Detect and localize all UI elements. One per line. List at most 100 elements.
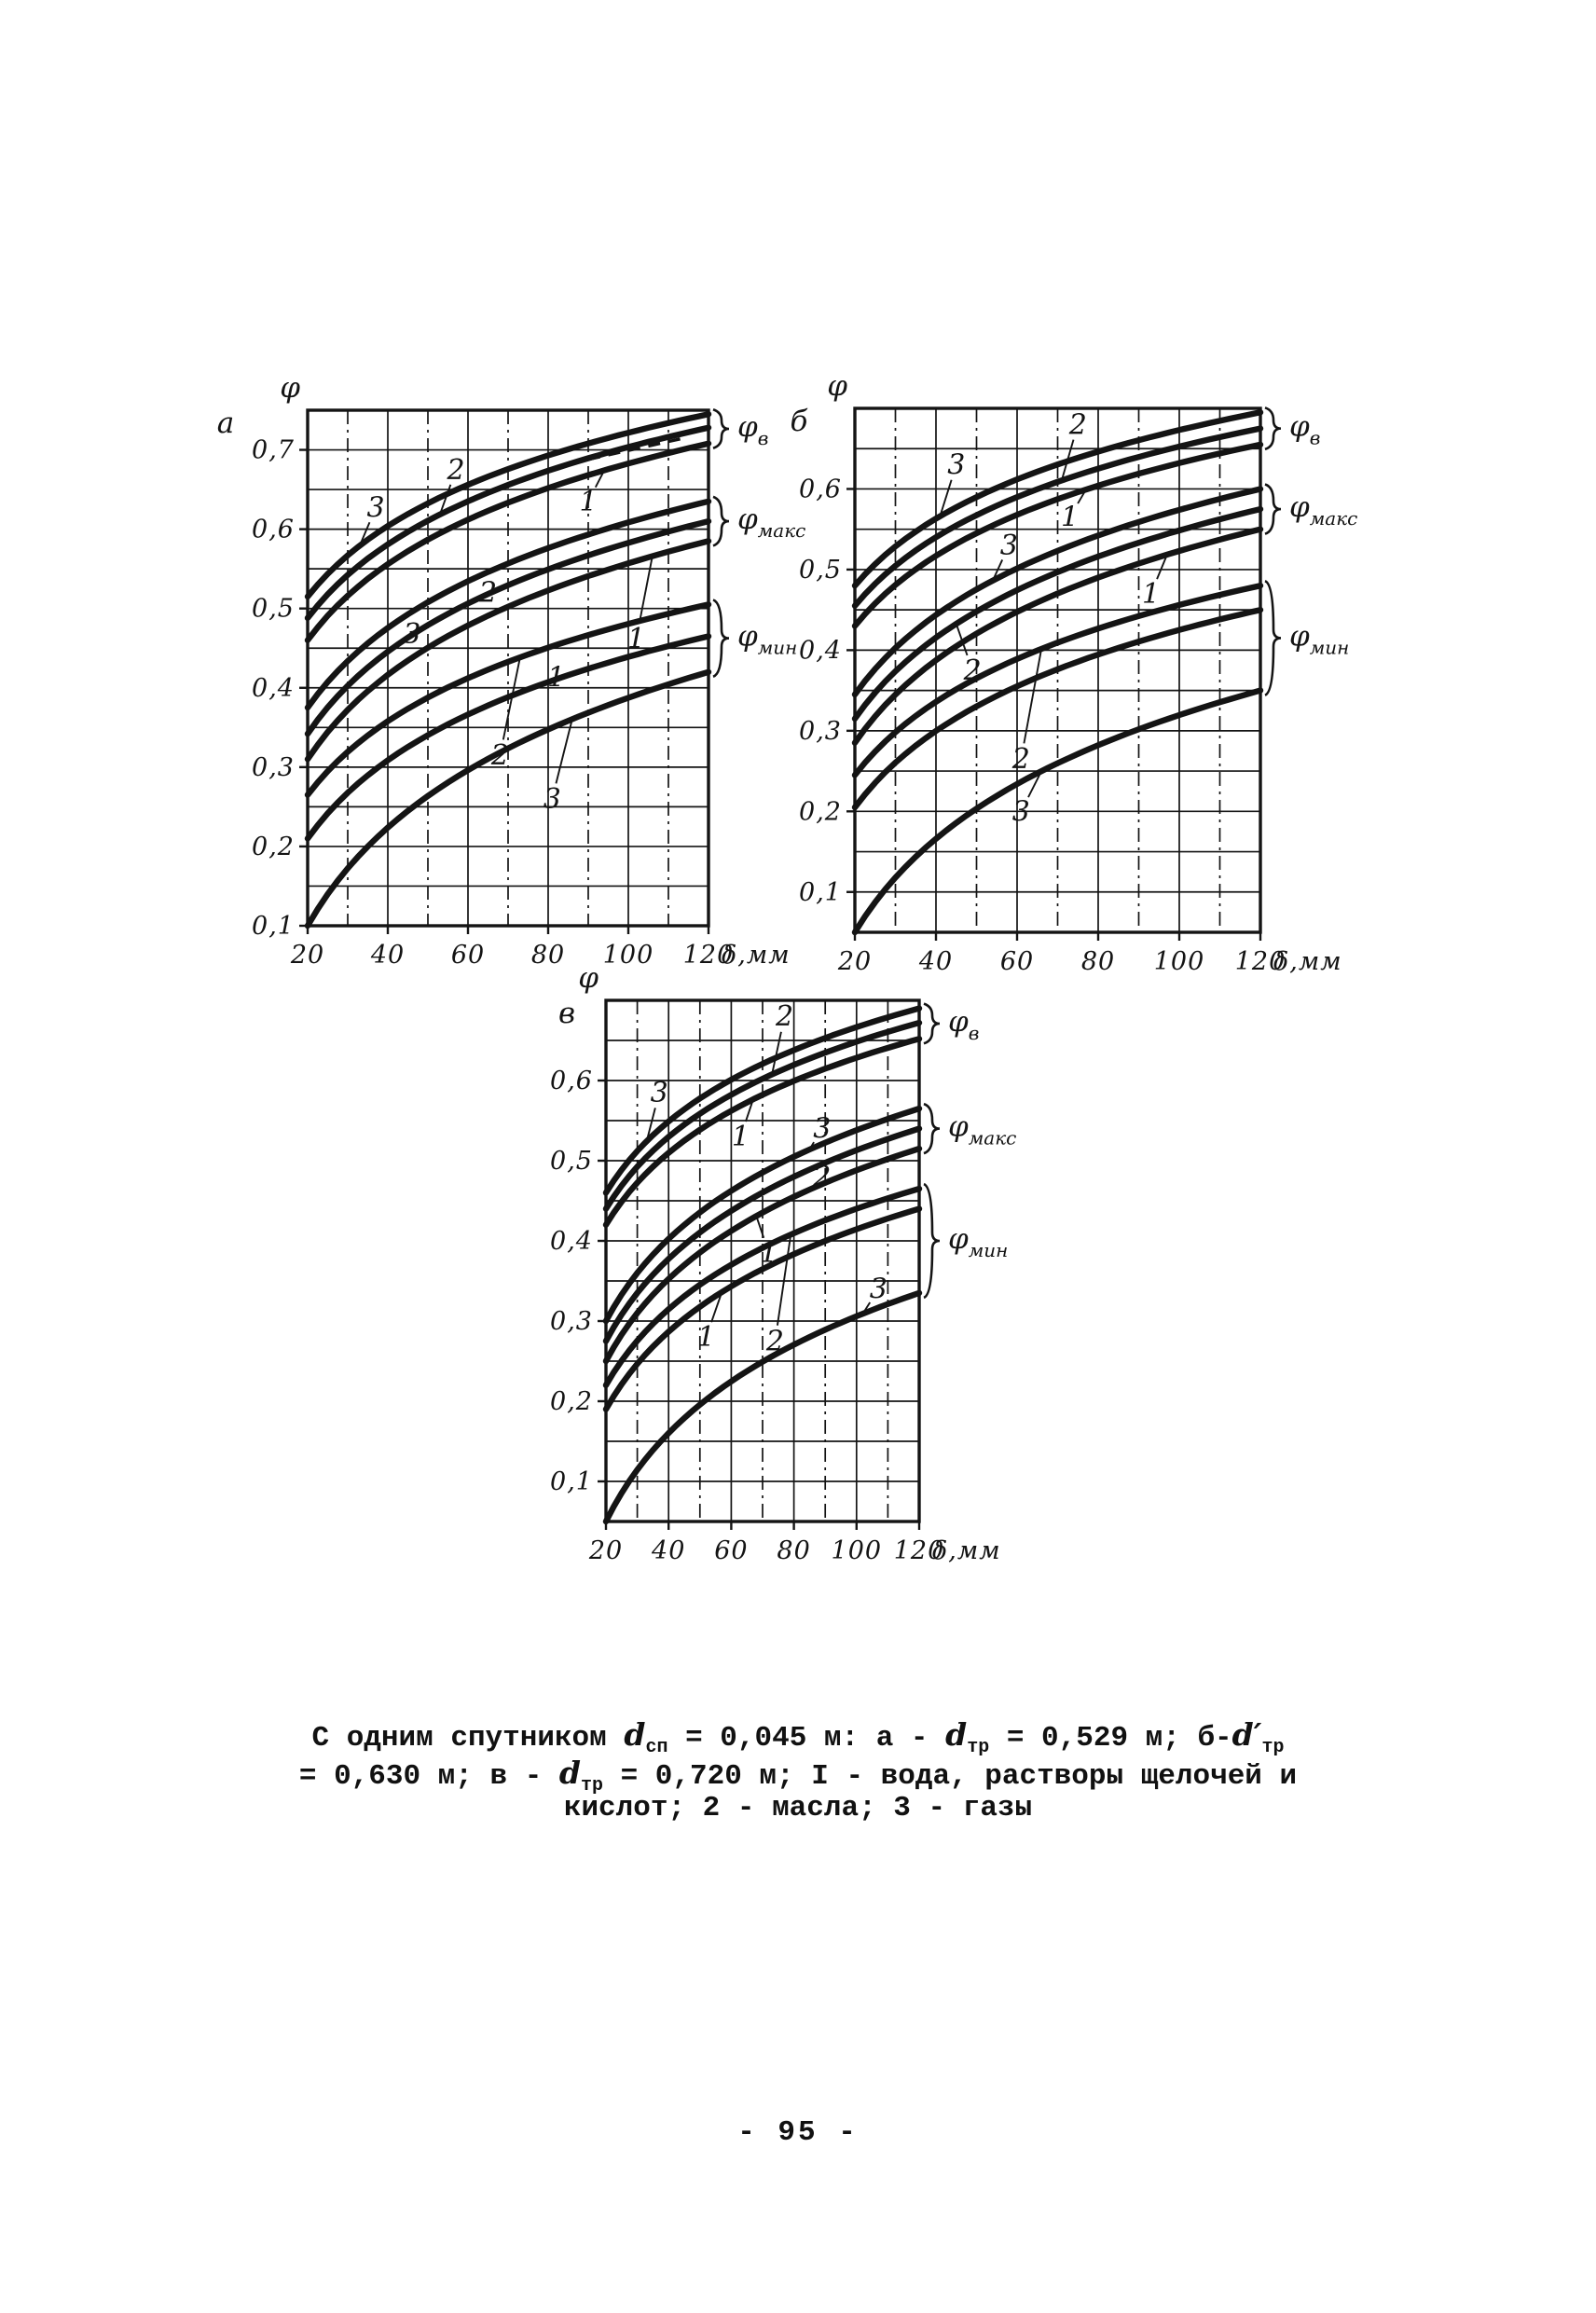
x-tick-label: 80	[777, 1536, 810, 1565]
curve-phi-мин-3	[851, 687, 1264, 936]
group-brace	[1264, 483, 1282, 535]
group-brace	[1264, 579, 1282, 696]
curve-phi-мин-2	[851, 583, 1264, 778]
label-leader-line	[439, 484, 452, 516]
curve-label: 2	[478, 577, 497, 610]
axis-ticks	[598, 1079, 921, 1530]
group-brace	[1264, 406, 1282, 451]
y-tick-label: 0,4	[252, 674, 295, 703]
curve-phi-мин-3	[304, 668, 712, 929]
label-leader-line	[594, 470, 606, 489]
grid	[308, 410, 709, 926]
x-axis-title: δ,мм	[932, 1536, 1001, 1565]
group-label-phi-макс: φмакс	[948, 1110, 1016, 1150]
chart-figure-в: 2 3 1 3 2 1 1 2 3 0,1 0,2 0,3 0,4 0,5 0,6 20 40 60 80 100 12…	[550, 961, 1016, 1565]
group-brace	[923, 1002, 941, 1045]
curve-label: 2	[490, 739, 509, 772]
group-label-phi-макс: φмакс	[1289, 490, 1357, 530]
x-tick-label: 120	[683, 941, 735, 970]
label-leader-line	[771, 1031, 782, 1075]
x-tick-label: 40	[651, 1536, 685, 1565]
curve-label: 1	[627, 623, 645, 655]
curve-label: 3	[367, 492, 385, 525]
curve-label: 2	[1068, 408, 1087, 441]
chart-panel-a: 2 3 1 2 3 1 1 2 3 0,1 0,2 0,3 0,4 0,5 0,6 0,7 20 40 60 80 10…	[186, 366, 839, 1010]
y-tick-label: 0,2	[799, 797, 842, 826]
curve-phi-макс-1	[602, 1145, 923, 1365]
x-tick-label: 80	[1081, 947, 1115, 976]
group-brace	[712, 599, 730, 678]
curve-phi-в-2	[304, 424, 712, 622]
y-tick-label: 0,5	[252, 595, 295, 624]
curve-label: 3	[1000, 530, 1018, 562]
group-label-phi-в: φв	[1289, 410, 1320, 449]
y-tick-label: 0,3	[252, 753, 295, 782]
curve-label: 1	[697, 1321, 715, 1354]
curve-phi-мин-2	[304, 601, 712, 798]
label-leader-line	[992, 559, 1004, 582]
curve-phi-в-2	[602, 1019, 923, 1212]
x-tick-label: 100	[603, 941, 654, 970]
axis-ticks	[299, 448, 710, 934]
curve-phi-макс-2	[304, 517, 712, 737]
curve-phi-мин-1	[851, 607, 1264, 811]
curve-label: 1	[732, 1121, 750, 1153]
y-axis-title: φ	[280, 371, 300, 405]
curve-phi-в-1	[602, 1036, 923, 1228]
curve-phi-макс-1	[304, 538, 712, 763]
label-leader-line	[638, 556, 654, 624]
caption-line: С одним спутником dсп = 0,045 м: а - dтр…	[311, 1716, 1285, 1759]
curve-phi-макс-3	[304, 498, 712, 711]
label-leader-line	[955, 623, 969, 656]
curve-label: 1	[1142, 578, 1160, 611]
x-tick-label: 120	[894, 1536, 945, 1565]
curve-labels: 2 3 1 3 1 2 2 3	[939, 408, 1168, 828]
plot-frame	[604, 998, 921, 1523]
curve-label: 3	[403, 618, 420, 651]
x-tick-label: 100	[832, 1536, 883, 1565]
x-tick-label: 120	[1235, 947, 1286, 976]
curve-label: 3	[870, 1274, 887, 1306]
x-axis-title: δ,мм	[1273, 947, 1342, 976]
chart-panel-v: 2 3 1 3 2 1 1 2 3 0,1 0,2 0,3 0,4 0,5 0,6 20 40 60 80 100 12…	[486, 957, 1129, 1606]
label-leader-line	[1156, 554, 1168, 580]
curve-label: 2	[765, 1326, 784, 1358]
axis-ticks	[846, 488, 1262, 941]
curve-label: 2	[447, 454, 465, 487]
curve-phi-макс-2	[602, 1125, 923, 1344]
y-tick-label: 0,6	[550, 1067, 593, 1095]
curve-label: 1	[760, 1237, 777, 1270]
curve-phi-мин-1	[602, 1205, 923, 1412]
chart-panel-b: 2 3 1 3 1 2 2 3 0,1 0,2 0,3 0,4 0,5 0,6 20 40 60 80 100 120…	[735, 365, 1410, 1008]
y-tick-label: 0,3	[799, 717, 842, 746]
group-brace	[923, 1102, 941, 1155]
y-tick-label: 0,5	[799, 556, 842, 585]
group-brace	[923, 1182, 941, 1300]
curve-label: 2	[812, 1161, 831, 1193]
y-tick-label: 0,2	[550, 1387, 593, 1416]
y-tick-label: 0,3	[550, 1307, 593, 1336]
y-tick-label: 0,4	[550, 1227, 593, 1256]
grid	[606, 1000, 919, 1521]
curve-phi-макс-3	[602, 1105, 923, 1325]
figure-caption: С одним спутником dсп = 0,045 м: а - dтр…	[158, 1716, 1438, 1824]
y-axis-title: φ	[827, 369, 847, 403]
curve-phi-мин-3	[602, 1289, 923, 1525]
label-leader-line	[502, 656, 521, 740]
curve-phi-в-2	[851, 425, 1264, 609]
page-number: - 95 -	[737, 2116, 859, 2149]
curve-label: 3	[1012, 795, 1030, 828]
curve-label: 3	[813, 1113, 831, 1146]
curve-labels: 2 3 1 2 3 1 1 2 3	[359, 454, 654, 816]
y-tick-label: 0,5	[550, 1147, 593, 1176]
group-label-phi-мин: φмин	[948, 1222, 1008, 1261]
curve-phi-в-1	[851, 441, 1264, 629]
curve-phi-макс-3	[851, 486, 1264, 698]
curve-phi-мин-1	[304, 633, 712, 842]
label-leader-line	[555, 719, 573, 784]
x-tick-label: 40	[370, 941, 405, 970]
group-label-phi-в: φв	[948, 1005, 979, 1044]
x-tick-label: 20	[837, 947, 872, 976]
curve-phi-в-3	[602, 1005, 923, 1196]
curves	[304, 411, 712, 929]
